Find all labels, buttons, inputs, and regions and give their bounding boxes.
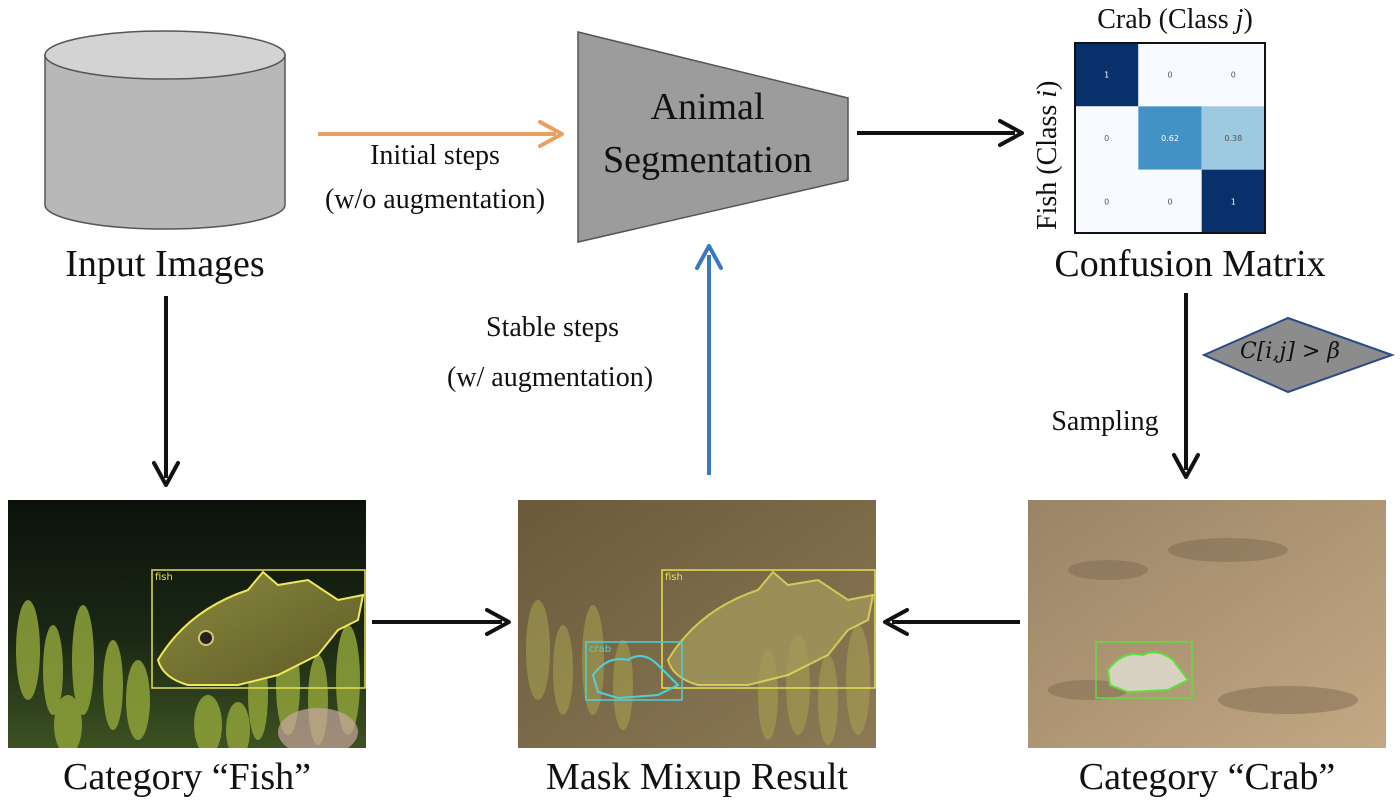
confusion-cell [1138, 169, 1202, 233]
initial-steps-line1: Initial steps [370, 140, 500, 171]
crab-caption: Category “Crab” [1078, 756, 1336, 798]
confusion-cell-value: 1 [1104, 71, 1109, 80]
confusion-cell [1201, 43, 1265, 107]
confusion-cell [1201, 169, 1265, 233]
confusion-matrix-title: Confusion Matrix [1054, 243, 1326, 285]
confusion-cell-value: 0 [1167, 71, 1172, 80]
mixup-image: fish crab [518, 500, 876, 748]
confusion-cell-value: 0 [1231, 71, 1236, 80]
initial-steps-arrow [318, 120, 564, 148]
fish-box-label: fish [155, 572, 173, 583]
condition-label: C[i,j] > β [1240, 339, 1340, 364]
stable-steps-line2: (w/ augmentation) [446, 362, 654, 393]
initial-steps-line2: (w/o augmentation) [324, 184, 546, 215]
confusion-cell [1138, 43, 1202, 107]
input-down-arrow [152, 296, 180, 487]
fish-to-mixup-arrow [372, 608, 511, 636]
mixup-fish-label: fish [665, 572, 683, 583]
crab-to-mixup-arrow [883, 608, 1020, 636]
confusion-cell-value: 0 [1104, 134, 1109, 143]
fish-image: fish [8, 500, 366, 748]
database-cylinder-icon [44, 30, 286, 230]
confusion-matrix-grid: 1 0 0 0 0.62 0.38 0 0 1 [1075, 43, 1265, 233]
model-label-line2: Segmentation [603, 139, 812, 181]
confusion-cell [1075, 43, 1139, 107]
confusion-cell-value: 1 [1231, 197, 1236, 206]
confusion-side-label: Fish (Class i) [1032, 81, 1063, 230]
confusion-cell [1138, 106, 1202, 170]
segmentation-model-shape [577, 31, 849, 243]
crab-image [1028, 500, 1386, 748]
confusion-top-label: Crab (Class j) [1097, 4, 1253, 35]
stable-steps-line1: Stable steps [486, 312, 619, 343]
model-label-line1: Animal [650, 86, 765, 128]
confusion-cell-value: 0 [1104, 197, 1109, 206]
model-to-matrix-arrow [857, 119, 1024, 147]
database-label: Input Images [65, 243, 265, 285]
confusion-cell-value: 0.38 [1224, 134, 1242, 143]
sampling-label: Sampling [1051, 406, 1159, 437]
confusion-matrix-border [1074, 42, 1266, 234]
stable-steps-arrow [695, 244, 723, 475]
sampling-down-arrow [1172, 293, 1200, 479]
confusion-cell-value: 0 [1167, 197, 1172, 206]
confusion-cell [1075, 106, 1139, 170]
mixup-crab-label: crab [589, 644, 611, 655]
confusion-cell-value: 0.62 [1161, 134, 1179, 143]
mixup-caption: Mask Mixup Result [546, 756, 848, 798]
confusion-cell [1075, 169, 1139, 233]
confusion-cell [1201, 106, 1265, 170]
condition-diamond [1201, 316, 1395, 394]
fish-caption: Category “Fish” [62, 756, 311, 798]
